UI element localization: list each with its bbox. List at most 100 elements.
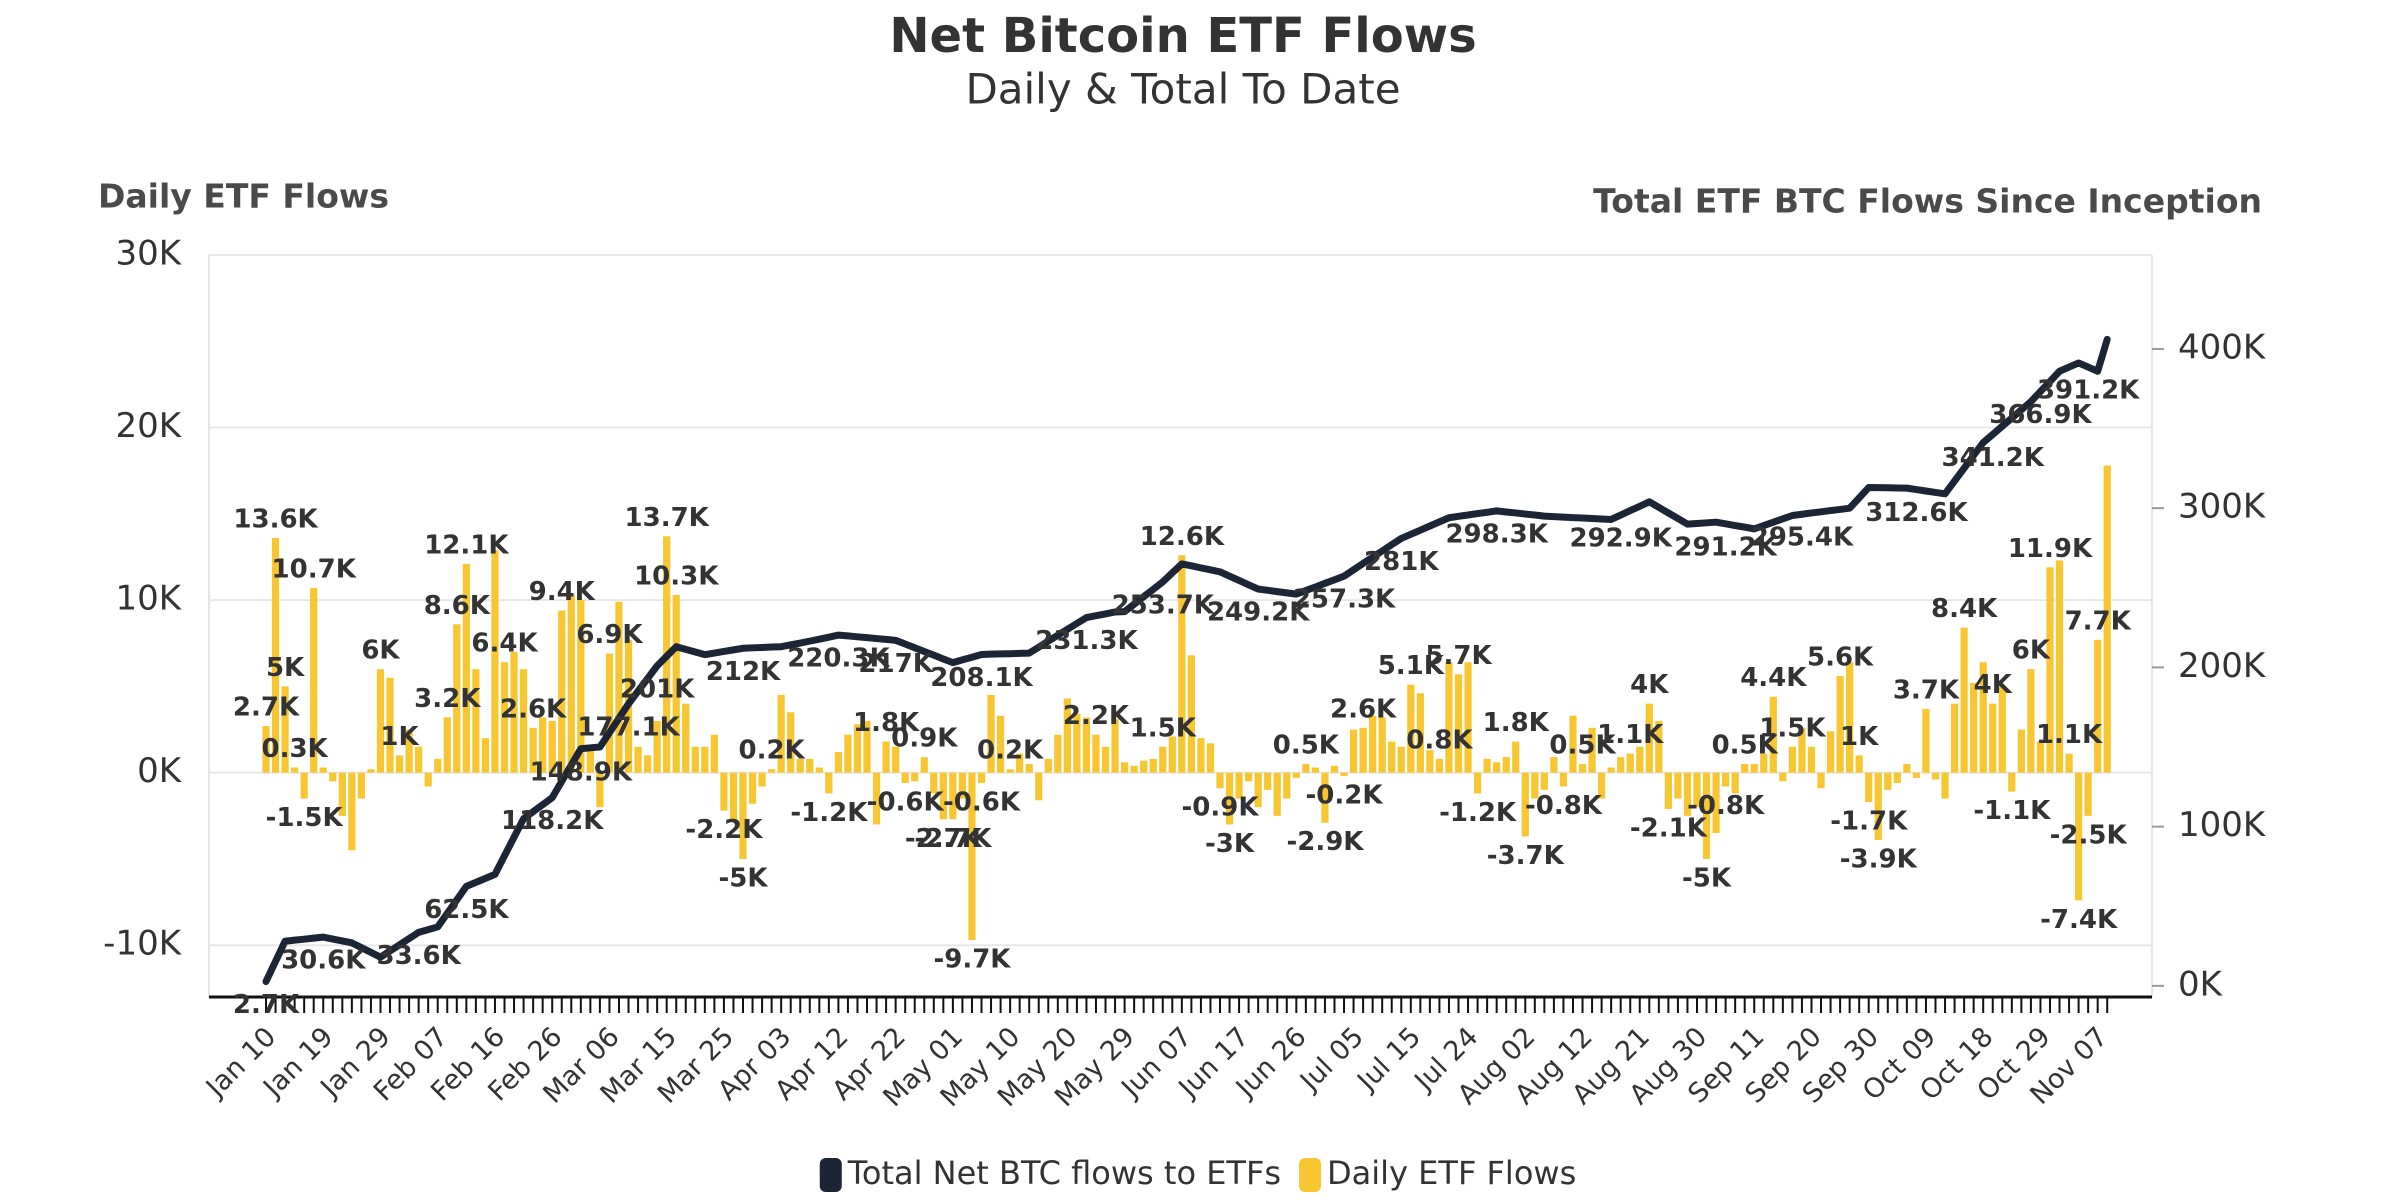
bar <box>2008 772 2016 792</box>
line-value-label: 118.2K <box>501 806 604 836</box>
bar <box>1340 772 1348 777</box>
bar <box>1588 727 1596 773</box>
line-value-label: 341.2K <box>1942 443 2045 473</box>
bar <box>1483 758 1491 773</box>
line-value-label: 391.2K <box>2037 376 2140 406</box>
bar-value-label: 1.1K <box>1597 720 1664 750</box>
bar-value-label: -2.7K <box>905 824 983 854</box>
bar <box>1140 760 1148 773</box>
bar-value-label: 13.7K <box>625 503 710 533</box>
bar <box>1082 717 1091 773</box>
bar <box>1321 772 1329 823</box>
bar <box>1264 772 1272 790</box>
bar <box>2103 465 2111 773</box>
bar-value-label: 7.7K <box>2065 606 2132 636</box>
bar-value-label: 4K <box>1630 670 1669 700</box>
bar <box>1998 686 2006 773</box>
bar <box>1016 753 1024 773</box>
bar-value-label: 9.4K <box>529 577 596 607</box>
bar <box>1225 772 1234 825</box>
bar-value-label: 5.1K <box>1378 651 1445 681</box>
bar <box>1302 764 1310 773</box>
bar-value-label: -0.6K <box>867 788 945 818</box>
bar <box>1044 758 1052 773</box>
legend-swatch <box>819 1158 842 1192</box>
bar <box>1607 767 1615 773</box>
bar-value-label: 10.7K <box>272 555 357 585</box>
bar <box>281 686 289 773</box>
bar <box>395 755 404 773</box>
line-value-label: 366.9K <box>1989 400 2092 430</box>
bar <box>586 746 594 773</box>
bar <box>1349 729 1358 773</box>
line-value-label: 177.1K <box>577 712 680 742</box>
bar <box>901 772 909 784</box>
y-axis-title: Daily ETF Flows <box>98 177 389 216</box>
bar-value-label: 1.1K <box>2036 720 2103 750</box>
bar <box>1521 772 1529 837</box>
bar <box>1712 772 1720 834</box>
bar <box>1874 772 1882 840</box>
bar <box>415 746 423 773</box>
bar <box>1063 698 1071 773</box>
bar <box>1245 772 1253 782</box>
bar <box>748 772 757 804</box>
bar-value-label: -0.6K <box>943 788 1021 818</box>
bar-value-label: -2.7K <box>914 824 992 854</box>
bar <box>1283 772 1291 799</box>
bar <box>1006 769 1014 773</box>
bar <box>872 772 881 825</box>
bar-value-label: 0.3K <box>262 734 329 764</box>
bar <box>1817 772 1825 789</box>
bar <box>2065 753 2073 773</box>
bar <box>1454 674 1463 773</box>
chart-subtitle: Daily & Total To Date <box>965 65 1400 114</box>
bar <box>892 746 900 773</box>
bar <box>815 767 823 773</box>
bar <box>262 726 270 773</box>
bar <box>271 537 280 773</box>
bar <box>491 550 499 773</box>
bar <box>1550 757 1558 773</box>
bar <box>1626 753 1634 773</box>
bar <box>958 772 967 799</box>
bar <box>519 669 528 773</box>
bar-value-label: -9.7K <box>933 945 1011 975</box>
bar <box>1378 717 1386 773</box>
bar <box>1760 753 1768 773</box>
legend: Total Net BTC flows to ETFs Daily ETF Flo… <box>819 1154 1576 1192</box>
bar <box>2055 560 2064 773</box>
bar <box>1235 772 1243 799</box>
bar <box>1111 719 1119 773</box>
line-value-label: 217K <box>858 649 933 679</box>
bar-value-label: 0.5K <box>1549 731 1616 761</box>
bar <box>1950 703 1959 773</box>
bar-value-label: 1K <box>1840 722 1879 752</box>
y2-tick-label: 300K <box>2178 487 2267 527</box>
line-value-label: 212K <box>706 657 781 687</box>
line-value-label: 148.9K <box>530 757 633 787</box>
bar <box>1559 772 1568 787</box>
legend-label: Daily ETF Flows <box>1327 1154 1576 1192</box>
bar <box>1617 757 1625 773</box>
bar <box>472 669 480 773</box>
bar <box>1807 746 1816 773</box>
bar <box>1206 743 1215 773</box>
bar-value-label: 1.5K <box>1759 713 1826 743</box>
bar <box>596 772 604 808</box>
y2-tick-label: 400K <box>2178 327 2267 367</box>
bar-value-label: -1.1K <box>1973 796 2051 826</box>
bar <box>1311 767 1319 773</box>
bar-value-label: 1K <box>380 722 419 752</box>
bar <box>1836 676 1844 773</box>
bar <box>1779 772 1787 782</box>
bar <box>939 772 947 820</box>
bar <box>1149 758 1157 773</box>
line-value-label: 30.6K <box>281 946 366 976</box>
bar <box>1273 772 1281 816</box>
bar <box>2017 729 2025 773</box>
x-tick-label: Jul 05 <box>1293 1021 1370 1098</box>
bar-value-label: -2.1K <box>1630 813 1708 843</box>
bar <box>1941 772 1949 799</box>
bar <box>1979 662 1987 773</box>
